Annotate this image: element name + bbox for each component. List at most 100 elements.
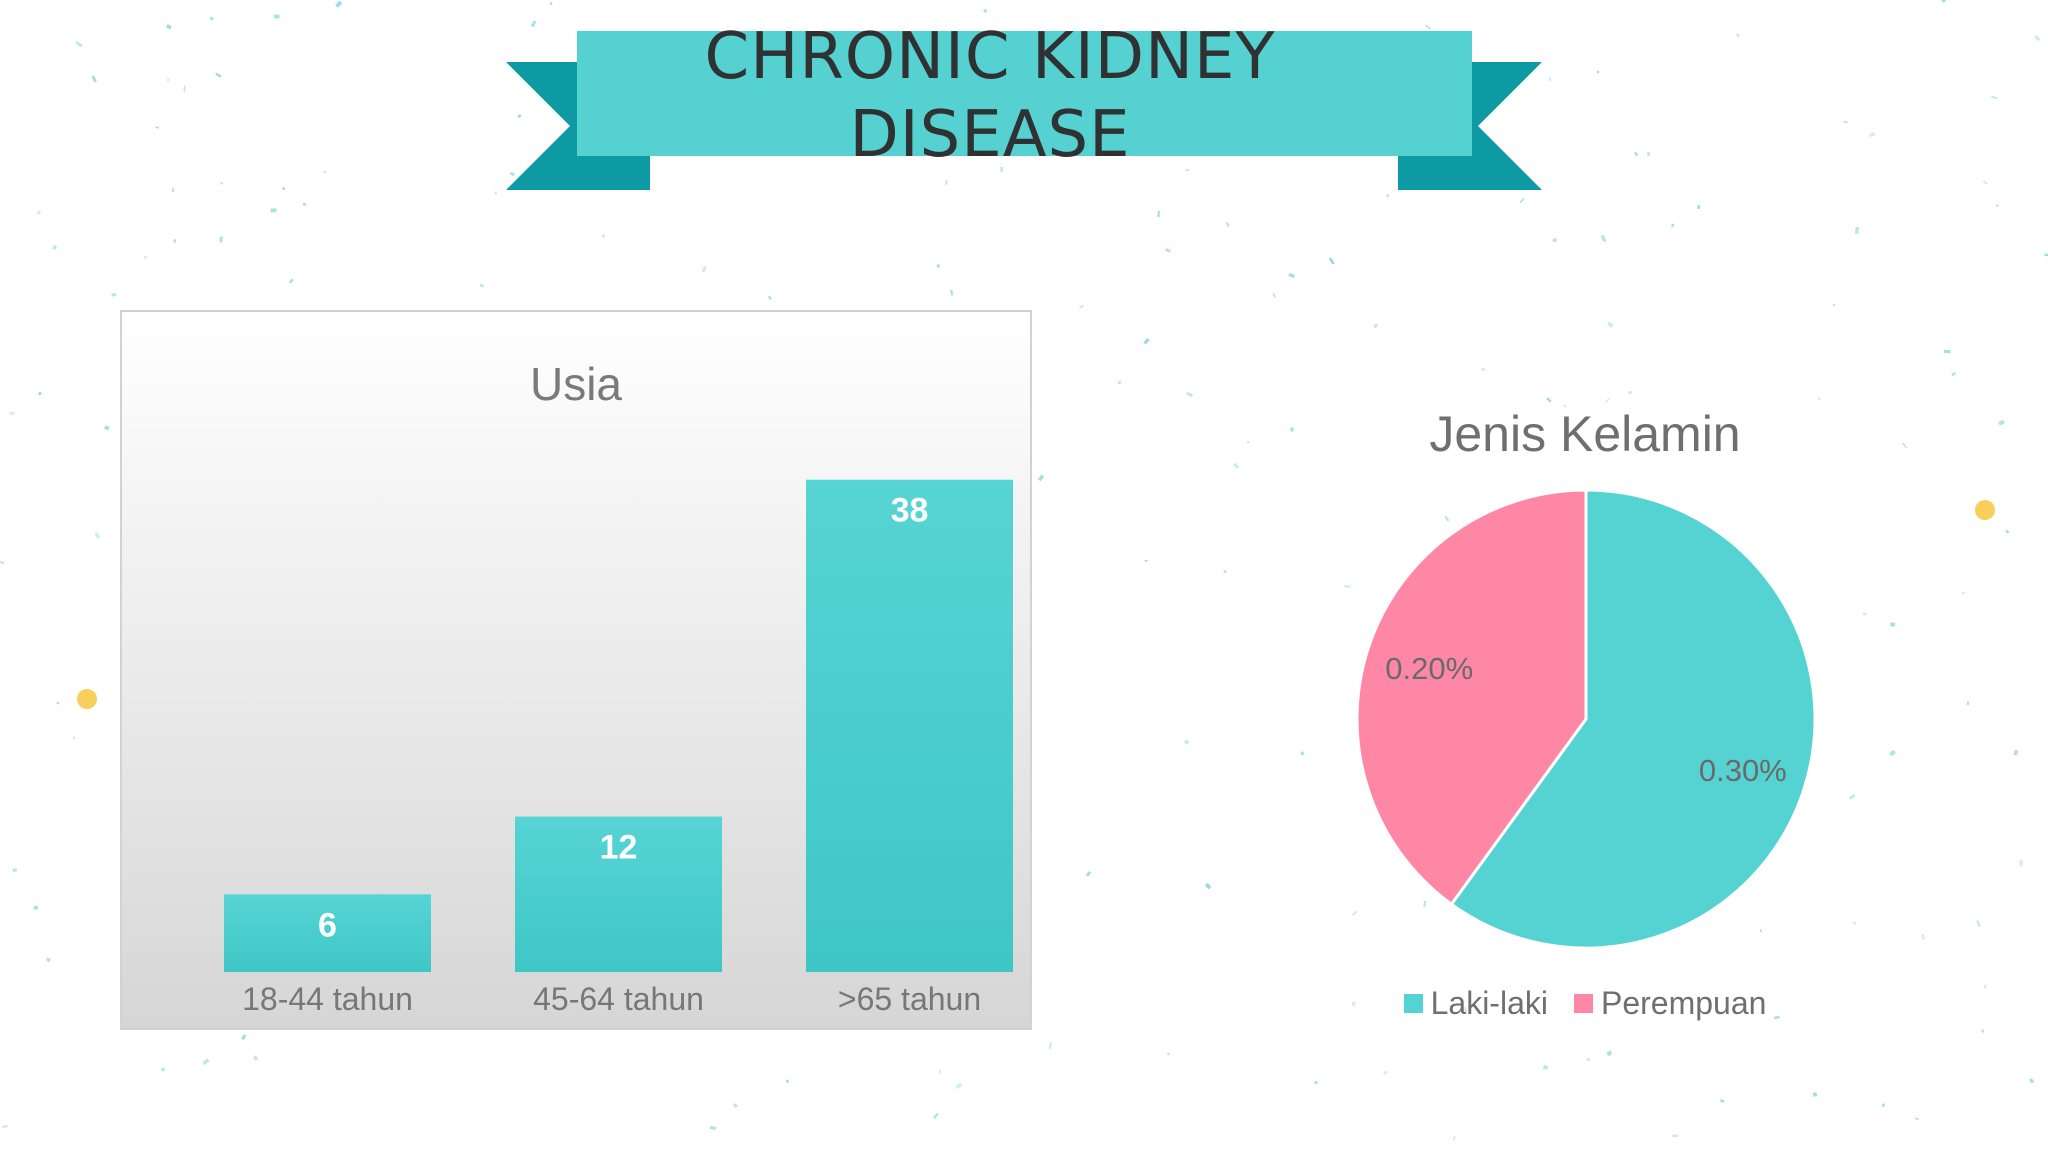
legend-swatch-female	[1573, 994, 1593, 1013]
speckle	[1627, 390, 1633, 394]
speckle	[1351, 910, 1358, 916]
speckle	[2013, 749, 2019, 756]
speckle	[75, 40, 83, 48]
speckle	[1966, 701, 1970, 706]
speckle	[1586, 1057, 1591, 1062]
speckle	[517, 114, 522, 118]
bar-chart-title: Usia	[529, 358, 623, 410]
speckle	[950, 289, 954, 296]
speckle	[1607, 321, 1614, 328]
speckle	[530, 20, 537, 28]
speckle	[1144, 559, 1148, 562]
speckle	[215, 72, 222, 78]
speckle	[1817, 396, 1821, 401]
speckle	[2044, 253, 2048, 257]
speckle	[936, 264, 941, 268]
speckle	[1902, 442, 1908, 449]
page-title-line-1: CHRONIC KIDNEY	[704, 20, 1276, 94]
speckle	[1719, 1098, 1725, 1104]
speckle	[1869, 132, 1876, 138]
speckle	[36, 210, 41, 215]
speckle	[104, 425, 110, 431]
speckle	[1854, 226, 1860, 234]
pie-chart-title: Jenis Kelamin	[1429, 406, 1741, 462]
speckle	[1246, 440, 1250, 444]
speckle	[1888, 749, 1896, 757]
legend-label-male: Laki-laki	[1430, 985, 1548, 1021]
speckle	[1921, 933, 1926, 940]
decor-dot-right	[1975, 500, 1995, 520]
speckle	[171, 187, 175, 193]
speckle	[1184, 168, 1190, 172]
speckle	[479, 283, 484, 288]
speckle	[1223, 569, 1227, 574]
speckle	[1272, 293, 1276, 298]
speckle	[1995, 204, 1999, 207]
speckle	[1832, 303, 1836, 307]
speckle	[955, 1082, 963, 1090]
speckle	[1452, 1135, 1456, 1141]
speckle	[1881, 1103, 1886, 1108]
page-title-line-2: DISEASE	[849, 98, 1131, 172]
speckle	[1225, 222, 1230, 228]
bar-data-label-2: 38	[891, 492, 929, 530]
speckle	[1759, 929, 1763, 933]
speckle	[33, 905, 39, 910]
pie-data-label-1: 0.20%	[1385, 651, 1473, 686]
bar-category-label-0: 18-44 tahun	[242, 981, 413, 1017]
speckle	[509, 171, 516, 177]
speckle	[209, 16, 214, 21]
speckle	[786, 1079, 789, 1083]
speckle	[241, 1034, 247, 1041]
speckle	[1843, 120, 1848, 124]
speckle	[1983, 984, 1988, 989]
pie-data-label-0: 0.30%	[1699, 753, 1787, 788]
speckle	[9, 411, 15, 415]
speckle	[52, 244, 58, 250]
speckle	[1697, 204, 1701, 210]
bar-1	[515, 816, 722, 972]
age-bar-chart: Usia 6 18-44 tahun 12 45-64 tahun 38 >65 tahu…	[120, 310, 1032, 1030]
speckle	[1314, 1080, 1318, 1085]
speckle	[1671, 1134, 1679, 1138]
speckle	[1037, 474, 1045, 482]
speckle	[549, 1, 553, 6]
speckle	[1552, 237, 1558, 243]
speckle	[945, 180, 948, 185]
bar-data-label-1: 12	[600, 829, 638, 867]
speckle	[270, 208, 277, 213]
speckle	[1848, 793, 1856, 800]
ribbon-shape	[506, 31, 1542, 190]
pie-legend: Laki-laki Perempuan	[1300, 985, 1870, 1022]
speckle	[281, 186, 286, 191]
speckle	[302, 203, 307, 206]
speckle	[2005, 529, 2010, 534]
bar-2	[806, 479, 1013, 972]
speckle	[1373, 323, 1379, 329]
speckle	[1646, 151, 1651, 157]
ribbon-main	[577, 31, 1472, 156]
speckle	[1773, 1015, 1780, 1020]
speckle	[1633, 151, 1639, 157]
speckle	[1519, 197, 1525, 204]
bar-chart-plot: 6 18-44 tahun 12 45-64 tahun 38 >65 tahun	[224, 479, 1013, 1017]
speckle	[273, 14, 280, 19]
legend-label-female: Perempuan	[1600, 985, 1767, 1021]
speckle	[1943, 349, 1951, 354]
speckle	[1000, 166, 1003, 173]
speckle	[1604, 397, 1611, 404]
speckle	[1812, 1092, 1818, 1097]
speckle	[1157, 210, 1161, 218]
bar-category-label-1: 45-64 tahun	[533, 981, 704, 1017]
speckle	[155, 126, 159, 129]
speckle	[1991, 95, 1998, 100]
speckle	[1328, 257, 1335, 265]
speckle	[1670, 223, 1675, 228]
speckle	[1890, 622, 1896, 627]
speckle	[1288, 273, 1295, 279]
speckle	[1976, 920, 1981, 928]
speckle	[37, 391, 42, 396]
speckle	[2029, 1077, 2035, 1084]
speckle	[1951, 371, 1957, 377]
speckle	[1548, 76, 1552, 82]
